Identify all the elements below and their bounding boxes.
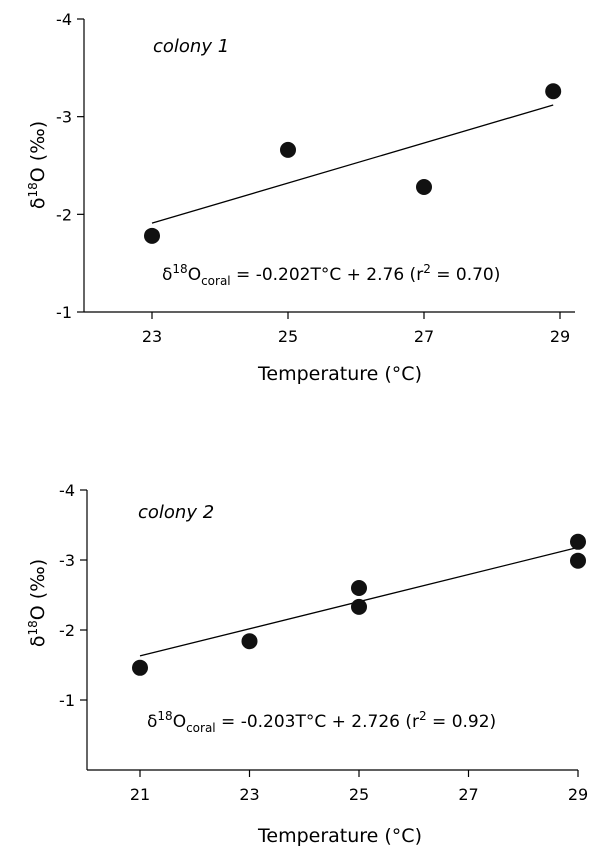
x-tick-label: 25	[349, 785, 369, 804]
y-tick-label: -4	[59, 481, 75, 500]
equation-delta: δ	[162, 265, 172, 285]
x-axis-title-colony-1: Temperature (°C)	[257, 363, 422, 385]
equation-body: = -0.202T°C + 2.76 (r	[231, 265, 424, 285]
x-tick-label: 23	[142, 327, 162, 346]
data-point	[132, 659, 148, 676]
regression-equation-colony-1: δ18Ocoral = -0.202T°C + 2.76 (r2 = 0.70)	[162, 262, 500, 288]
data-point	[570, 552, 586, 569]
equation-delta: δ	[147, 712, 157, 732]
data-point	[241, 633, 258, 650]
y-axis-title-colony-2: δ18O (‰)	[26, 559, 49, 647]
y-axis-title-rest: O (‰)	[27, 559, 49, 620]
y-tick-label: -4	[56, 10, 72, 29]
equation-o: O	[173, 712, 186, 732]
equation-sup: 18	[172, 262, 187, 276]
equation-o: O	[188, 265, 201, 285]
equation-sub: coral	[201, 274, 231, 288]
plot-area-colony-2: 21 23 25 27 29 -1 -2 -3 -4	[59, 481, 588, 804]
y-axis-title-delta: δ	[27, 197, 49, 209]
x-tick-label: 27	[414, 327, 434, 346]
y-axis-title-rest: O (‰)	[27, 121, 49, 182]
y-axis-title-delta: δ	[27, 635, 49, 647]
regression-line	[151, 104, 554, 224]
data-point	[144, 227, 160, 244]
equation-r-sup: 2	[423, 262, 431, 276]
y-axis-title-sup: 18	[26, 620, 40, 635]
chart-colony-2: 21 23 25 27 29 -1 -2 -3 -4 colony 2 Temperature …	[26, 481, 588, 847]
equation-body: = -0.203T°C + 2.726 (r	[216, 712, 419, 732]
equation-r-sup: 2	[419, 709, 427, 723]
y-tick-label: -1	[56, 303, 72, 322]
panel-label-colony-2: colony 2	[138, 502, 214, 523]
y-tick-label: -2	[59, 621, 75, 640]
x-tick-label: 27	[458, 785, 478, 804]
x-tick-label: 25	[278, 327, 298, 346]
regression-equation-colony-2: δ18Ocoral = -0.203T°C + 2.726 (r2 = 0.92…	[147, 709, 496, 735]
equation-tail: = 0.92)	[427, 712, 497, 732]
data-point	[351, 598, 367, 615]
x-tick-label: 21	[130, 785, 150, 804]
data-point	[570, 533, 586, 550]
equation-sup: 18	[157, 709, 172, 723]
y-axis-title-sup: 18	[26, 182, 40, 197]
data-point	[545, 83, 562, 100]
equation-tail: = 0.70)	[431, 265, 501, 285]
y-axis-title-colony-1: δ18O (‰)	[26, 121, 49, 209]
y-tick-label: -3	[59, 551, 75, 570]
panel-label-colony-1: colony 1	[153, 36, 229, 57]
plot-area-colony-1: 23 25 27 29 -1 -2 -3 -4	[56, 10, 575, 346]
x-axis-title-colony-2: Temperature (°C)	[257, 825, 422, 847]
x-tick-label: 29	[550, 327, 570, 346]
data-point	[280, 141, 296, 158]
y-tick-label: -1	[59, 691, 75, 710]
y-tick-label: -3	[56, 108, 72, 127]
data-point	[351, 580, 367, 596]
data-point	[416, 178, 432, 195]
y-tick-label: -2	[56, 205, 72, 224]
equation-sub: coral	[186, 721, 216, 735]
x-tick-label: 23	[239, 785, 259, 804]
chart-colony-1: 23 25 27 29 -1 -2 -3 -4 colony 1 Temperature (°…	[26, 10, 575, 385]
x-tick-label: 29	[568, 785, 588, 804]
